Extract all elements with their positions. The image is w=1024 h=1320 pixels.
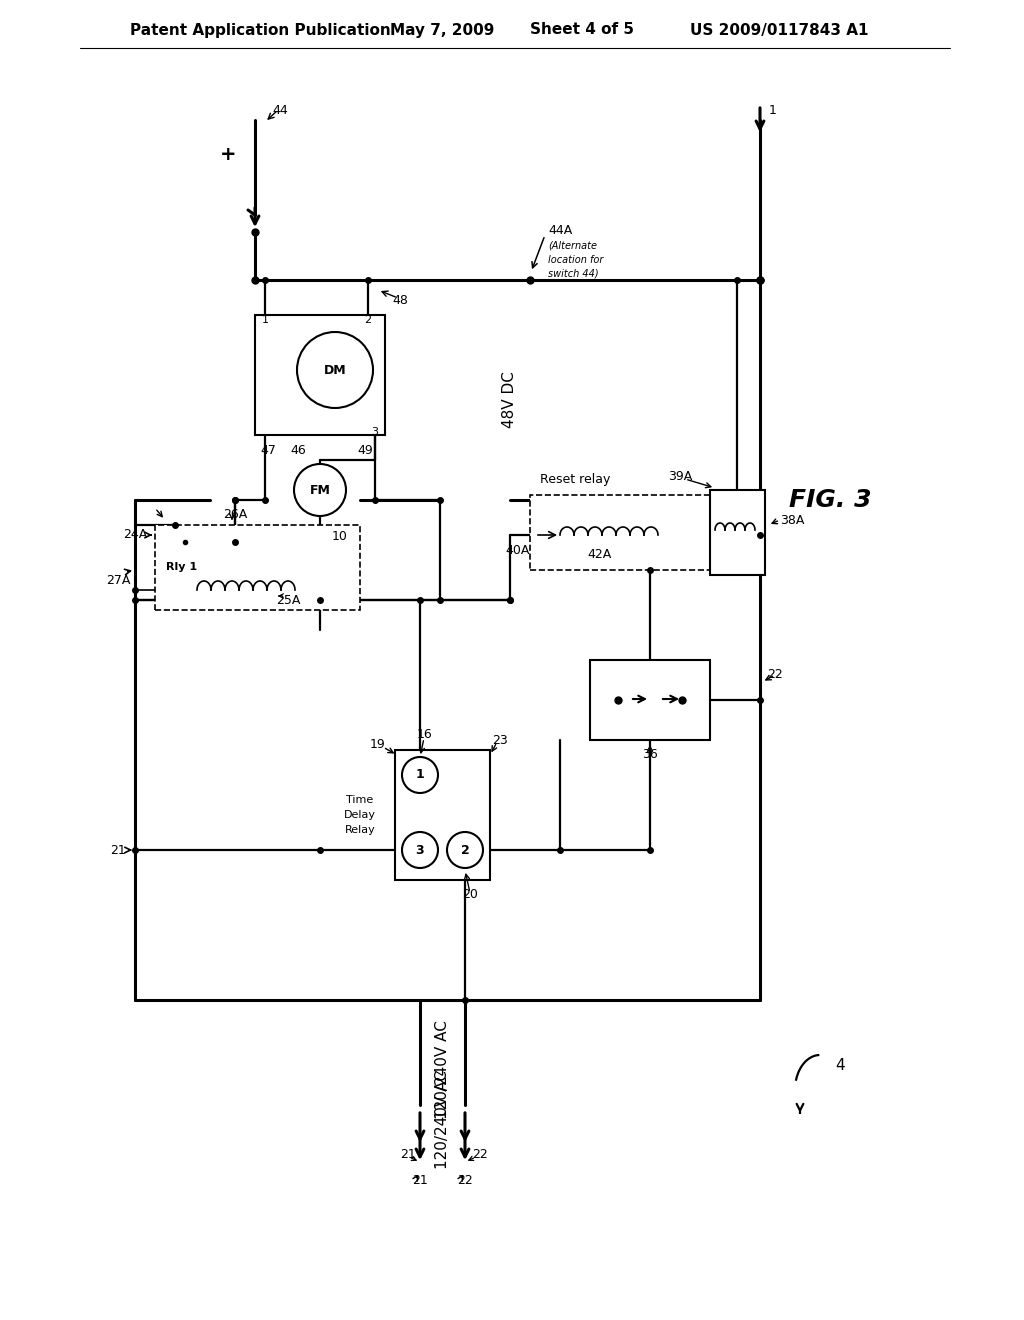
Text: Time: Time bbox=[346, 795, 374, 805]
Text: 3: 3 bbox=[372, 426, 379, 437]
Text: (Alternate: (Alternate bbox=[548, 242, 597, 251]
Text: DM: DM bbox=[324, 363, 346, 376]
Text: 47: 47 bbox=[260, 444, 275, 457]
Text: 26A: 26A bbox=[223, 508, 247, 521]
Text: 16: 16 bbox=[417, 729, 433, 742]
Text: 21: 21 bbox=[400, 1148, 416, 1162]
Text: 3: 3 bbox=[416, 843, 424, 857]
Text: 1: 1 bbox=[769, 103, 777, 116]
Text: switch 44): switch 44) bbox=[548, 269, 599, 279]
Text: Patent Application Publication: Patent Application Publication bbox=[130, 22, 391, 37]
Text: Reset relay: Reset relay bbox=[540, 474, 610, 487]
Bar bbox=[530, 495, 715, 570]
Text: 19: 19 bbox=[370, 738, 386, 751]
Text: 48V DC: 48V DC bbox=[503, 371, 517, 429]
Text: +: + bbox=[220, 145, 237, 165]
Text: 40A: 40A bbox=[506, 544, 530, 557]
Bar bbox=[395, 750, 490, 880]
Bar bbox=[710, 490, 765, 576]
Text: 44A: 44A bbox=[548, 223, 572, 236]
Text: US 2009/0117843 A1: US 2009/0117843 A1 bbox=[690, 22, 868, 37]
Text: 36: 36 bbox=[642, 748, 657, 762]
Text: 4: 4 bbox=[836, 1057, 845, 1072]
Text: 10: 10 bbox=[332, 529, 348, 543]
Text: 42A: 42A bbox=[588, 549, 612, 561]
Text: 120/240V AC: 120/240V AC bbox=[434, 1020, 450, 1119]
Text: 1: 1 bbox=[416, 768, 424, 781]
Circle shape bbox=[402, 756, 438, 793]
Text: 21: 21 bbox=[111, 843, 126, 857]
Text: 44: 44 bbox=[272, 103, 288, 116]
Text: Rly 1: Rly 1 bbox=[167, 562, 198, 572]
Text: Relay: Relay bbox=[345, 825, 376, 836]
Bar bbox=[590, 660, 710, 741]
Text: location for: location for bbox=[548, 255, 603, 265]
Circle shape bbox=[402, 832, 438, 869]
Text: 21: 21 bbox=[412, 1173, 428, 1187]
Text: 1: 1 bbox=[261, 315, 268, 325]
Circle shape bbox=[447, 832, 483, 869]
Text: FIG. 3: FIG. 3 bbox=[788, 488, 871, 512]
Text: Sheet 4 of 5: Sheet 4 of 5 bbox=[530, 22, 634, 37]
Text: 48: 48 bbox=[392, 293, 408, 306]
Text: 49: 49 bbox=[357, 444, 373, 457]
Text: 25A: 25A bbox=[275, 594, 300, 606]
Text: 22: 22 bbox=[457, 1173, 473, 1187]
Text: May 7, 2009: May 7, 2009 bbox=[390, 22, 495, 37]
Text: Delay: Delay bbox=[344, 810, 376, 820]
Text: 2: 2 bbox=[461, 843, 469, 857]
Text: 23: 23 bbox=[493, 734, 508, 747]
Text: 46: 46 bbox=[290, 444, 306, 457]
Text: 120/240V AC: 120/240V AC bbox=[434, 1071, 450, 1170]
Text: 22: 22 bbox=[767, 668, 783, 681]
Text: FM: FM bbox=[309, 483, 331, 496]
Bar bbox=[155, 525, 360, 610]
Text: 2: 2 bbox=[365, 315, 372, 325]
Text: 27A: 27A bbox=[105, 573, 130, 586]
Text: 24A: 24A bbox=[123, 528, 147, 541]
Circle shape bbox=[294, 465, 346, 516]
Text: 39A: 39A bbox=[668, 470, 692, 483]
Text: 22: 22 bbox=[472, 1148, 487, 1162]
Text: 20: 20 bbox=[462, 888, 478, 902]
Circle shape bbox=[297, 333, 373, 408]
Bar bbox=[255, 315, 385, 436]
Text: 38A: 38A bbox=[780, 513, 805, 527]
